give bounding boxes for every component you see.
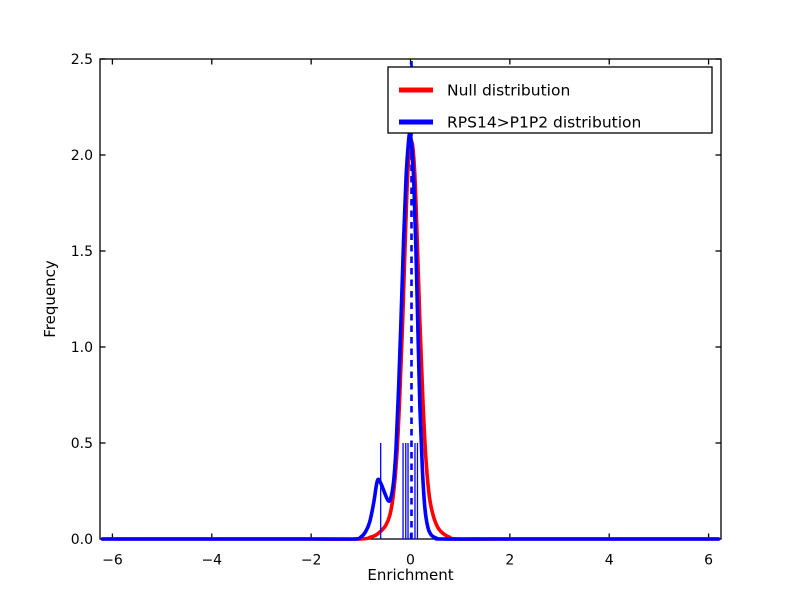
y-tick-label: 2.0	[71, 148, 93, 164]
x-tick-labels: −6 −4 −2 0 2 4 6	[102, 553, 713, 569]
x-tick-label: 2	[505, 553, 514, 569]
series-curve-1	[100, 131, 721, 541]
x-tick-label: 4	[605, 553, 614, 569]
x-axis-label: Enrichment	[367, 566, 453, 584]
x-tick-label: 6	[704, 553, 713, 569]
series-lines	[100, 131, 721, 541]
y-axis-label: Frequency	[41, 260, 59, 338]
x-tick-label: 0	[406, 553, 415, 569]
x-tick-label: −2	[301, 553, 322, 569]
axis-labels: Enrichment Frequency	[41, 260, 454, 584]
sample-vlines	[380, 443, 419, 539]
y-tick-label: 1.0	[71, 340, 93, 356]
legend-box	[387, 66, 713, 134]
y-tick-label: 1.5	[71, 244, 93, 260]
series-curve-0	[100, 139, 721, 541]
y-tick-label: 0.0	[71, 532, 93, 548]
x-tick-label: −4	[201, 553, 222, 569]
x-tick-label: −6	[102, 553, 123, 569]
y-tick-labels: 0.0 0.5 1.0 1.5 2.0 2.5	[71, 52, 93, 548]
legend-entry-label: RPS14>P1P2 distribution	[447, 114, 641, 132]
legend-entry-label: Null distribution	[447, 82, 570, 100]
legend: Null distribution RPS14>P1P2 distribution	[387, 66, 713, 134]
y-tick-label: 2.5	[71, 52, 93, 68]
y-tick-label: 0.5	[71, 436, 93, 452]
